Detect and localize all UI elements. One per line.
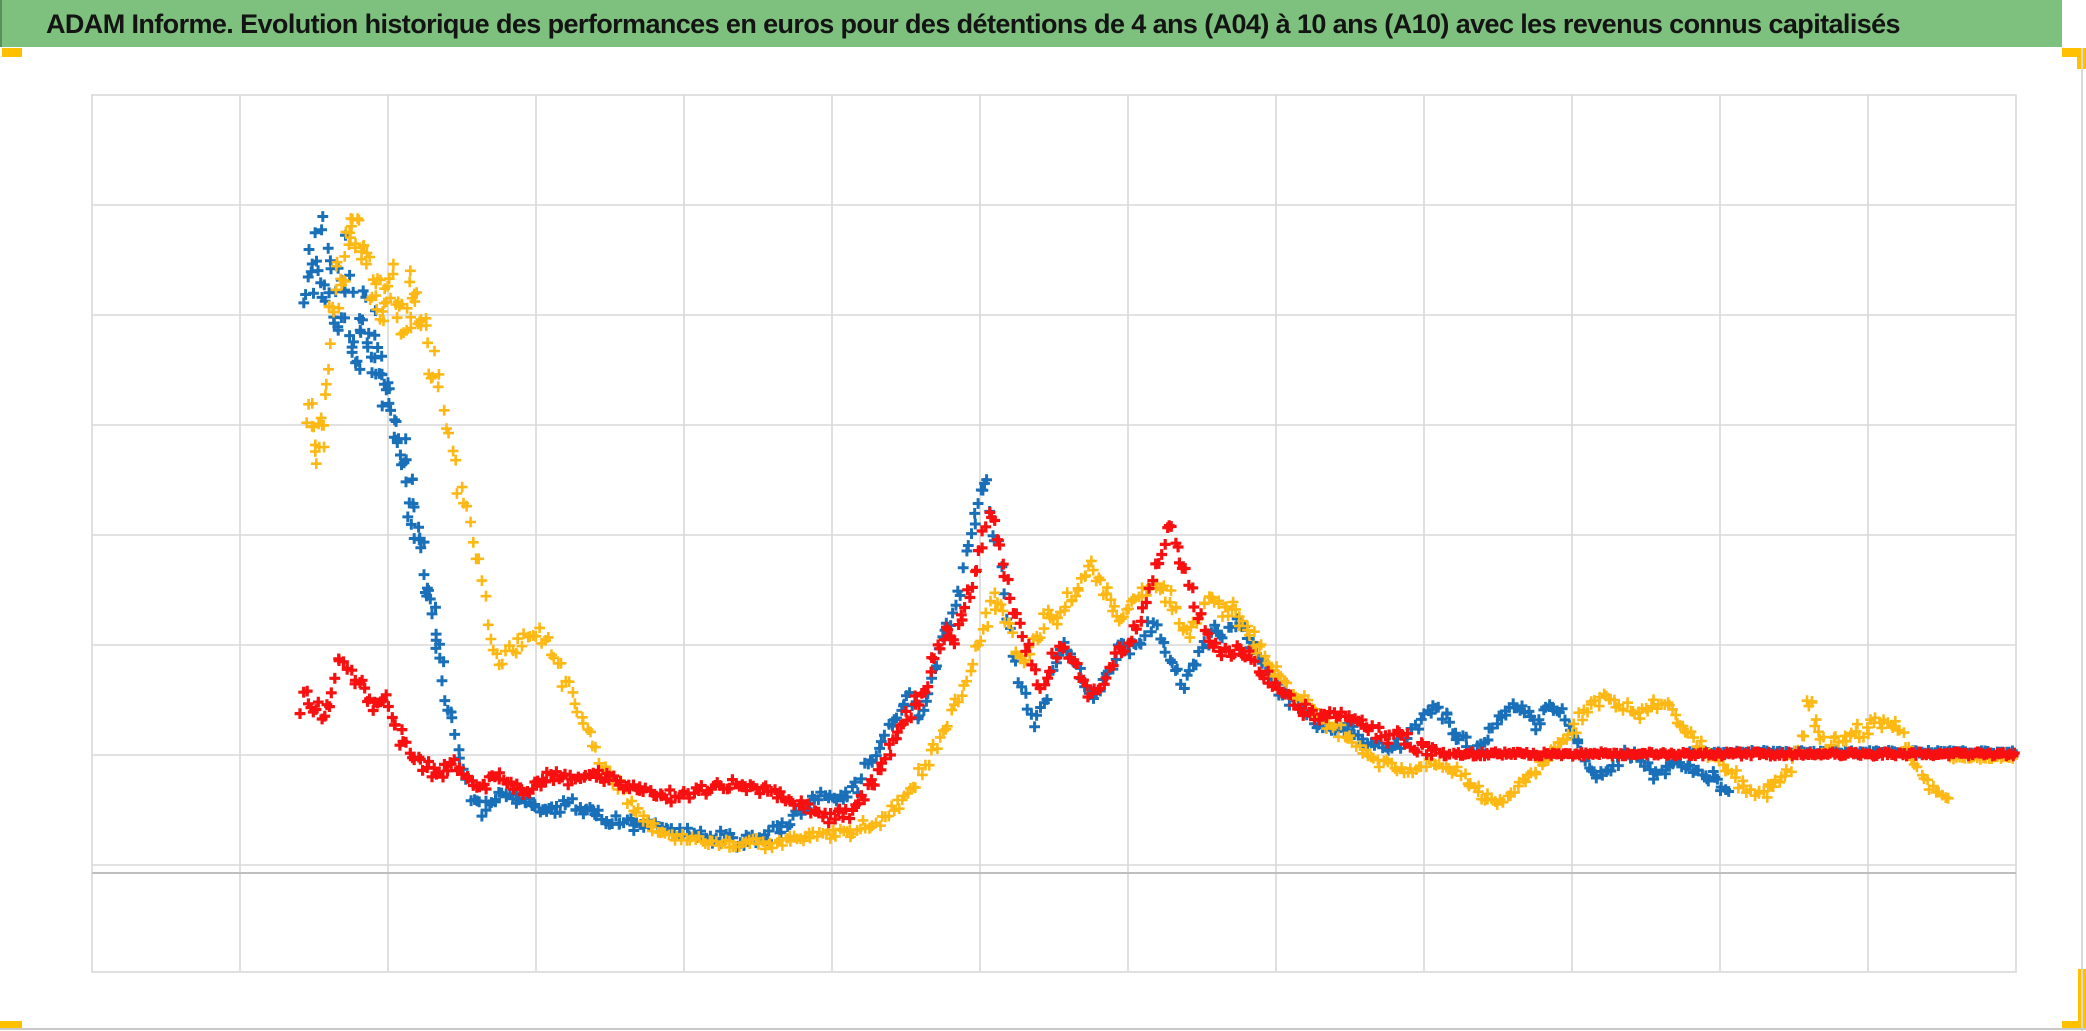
print-corner-bottom-left — [0, 1021, 22, 1030]
page-title: ADAM Informe. Evolution historique des p… — [46, 9, 1901, 39]
gridlines — [92, 95, 2016, 972]
print-corner-top-right-h — [2062, 48, 2086, 57]
plot-border — [91, 94, 2017, 973]
print-corner-top-left — [2, 48, 22, 57]
print-corner-bottom-right-h — [2062, 1021, 2086, 1030]
window-bottom-edge — [0, 1028, 2086, 1030]
window-right-edge — [2081, 48, 2083, 1031]
series-red — [294, 507, 2020, 829]
title-bar[interactable]: ADAM Informe. Evolution historique des p… — [0, 0, 2062, 47]
